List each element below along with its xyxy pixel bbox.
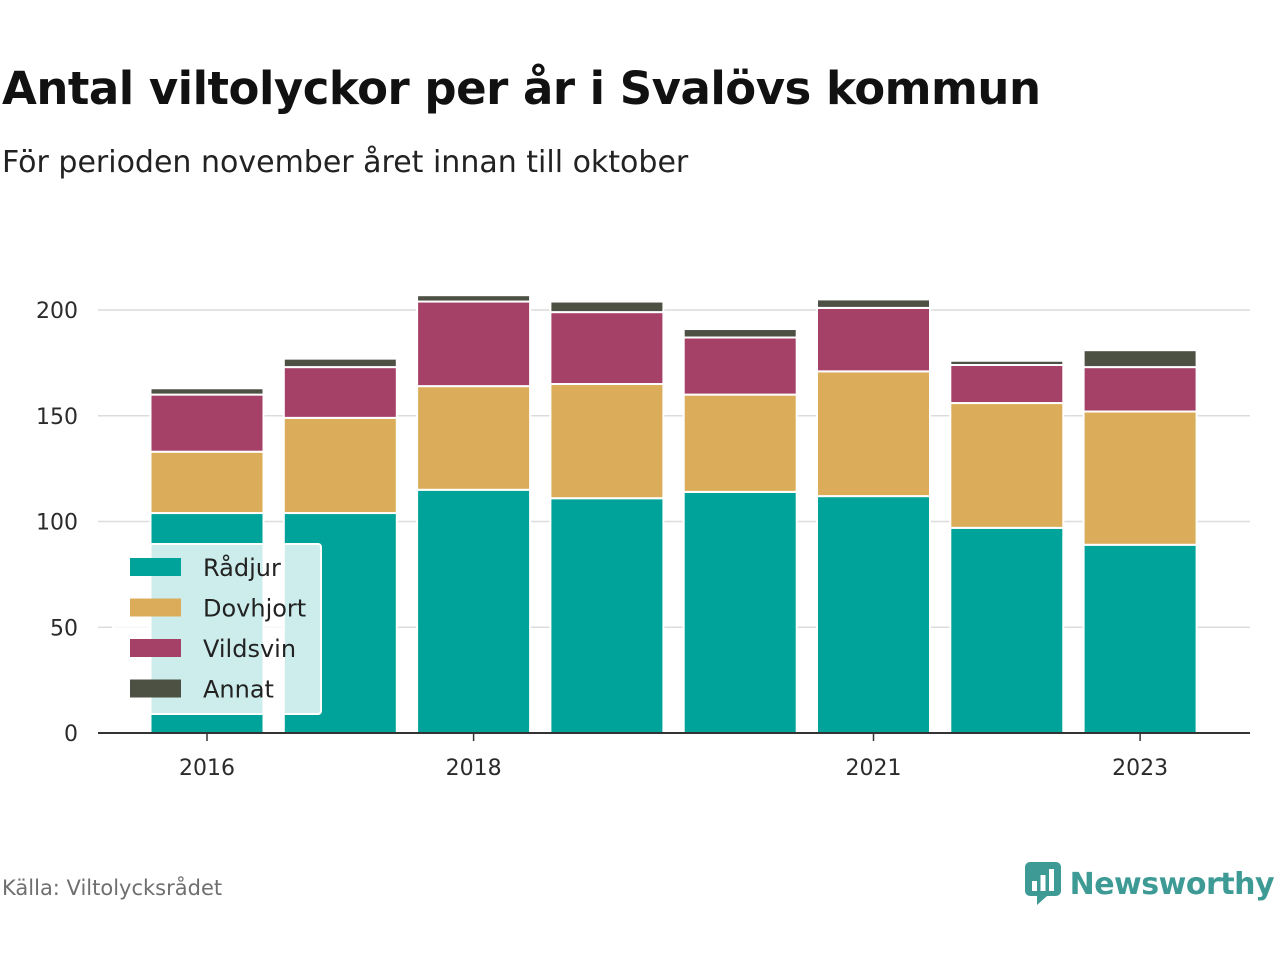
brand-logo: Newsworthy (1024, 862, 1275, 906)
bar-2021-dovhjort (816, 370, 931, 498)
brand-name: Newsworthy (1069, 866, 1275, 902)
y-tick-label: 0 (64, 722, 78, 747)
bar-2023-dovhjort (1082, 410, 1198, 546)
chart-subtitle: För perioden november året innan till ok… (2, 145, 689, 180)
bar-2022-annat (949, 359, 1065, 366)
bar-2017-dovhjort (282, 416, 398, 515)
legend-label: Vildsvin (203, 635, 296, 663)
bar-2021-rådjur (816, 495, 931, 734)
legend-swatch-vildsvin (130, 639, 181, 657)
bar-2019-rådjur (549, 497, 665, 734)
bar-2021-annat (816, 298, 931, 309)
bar-2016-dovhjort (149, 450, 265, 515)
legend-swatch-rådjur (130, 558, 181, 576)
y-tick-label: 200 (36, 299, 78, 324)
legend-label: Rådjur (203, 553, 281, 582)
bar-2017-vildsvin (282, 366, 398, 419)
bar-2018-vildsvin (416, 300, 532, 388)
bar-2019-vildsvin (549, 311, 665, 386)
newsworthy-logo-icon (1024, 862, 1061, 905)
bar-2018-dovhjort (416, 385, 532, 491)
bar-2019-dovhjort (549, 383, 665, 500)
bar-2020-annat (682, 328, 798, 339)
bar-2022-vildsvin (949, 363, 1065, 405)
y-tick-label: 50 (50, 616, 78, 641)
bar-2019-annat (549, 300, 665, 314)
bar-2021-vildsvin (816, 306, 931, 373)
legend: Rådjur Dovhjort Vildsvin Annat (112, 543, 322, 715)
y-tick-label: 100 (36, 511, 78, 536)
x-tick-label: 2023 (1112, 756, 1168, 781)
bar-2022-rådjur (949, 526, 1065, 734)
bar-2018-rådjur (416, 488, 532, 734)
bar-2016-vildsvin (149, 393, 265, 453)
bar-2017-annat (282, 357, 398, 369)
legend-label: Annat (203, 676, 274, 704)
x-tick-label: 2016 (179, 756, 235, 781)
bar-2018-annat (416, 294, 532, 303)
legend-swatch-annat (130, 679, 181, 698)
bar-2023-rådjur (1082, 543, 1198, 735)
bar-2020-rådjur (682, 490, 798, 735)
x-tick-label: 2021 (846, 756, 902, 781)
x-axis-ticks: 2016 2018 2021 2023 (179, 733, 1168, 781)
bar-2016-annat (149, 387, 265, 396)
legend-swatch-dovhjort (130, 598, 181, 617)
chart-title: Antal viltolyckor per år i Svalövs kommu… (2, 62, 1041, 115)
y-tick-label: 150 (36, 405, 78, 430)
bar-2023-vildsvin (1082, 366, 1198, 413)
bar-2022-dovhjort (949, 402, 1065, 529)
bar-2020-vildsvin (682, 336, 798, 396)
x-tick-label: 2018 (446, 756, 502, 781)
legend-box (112, 543, 322, 715)
y-axis-ticks: 0 50 100 150 200 (36, 299, 78, 747)
bar-2023-annat (1082, 349, 1198, 369)
legend-label: Dovhjort (203, 595, 306, 623)
bar-2020-dovhjort (682, 393, 798, 493)
source-note: Källa: Viltolycksrådet (2, 876, 223, 900)
